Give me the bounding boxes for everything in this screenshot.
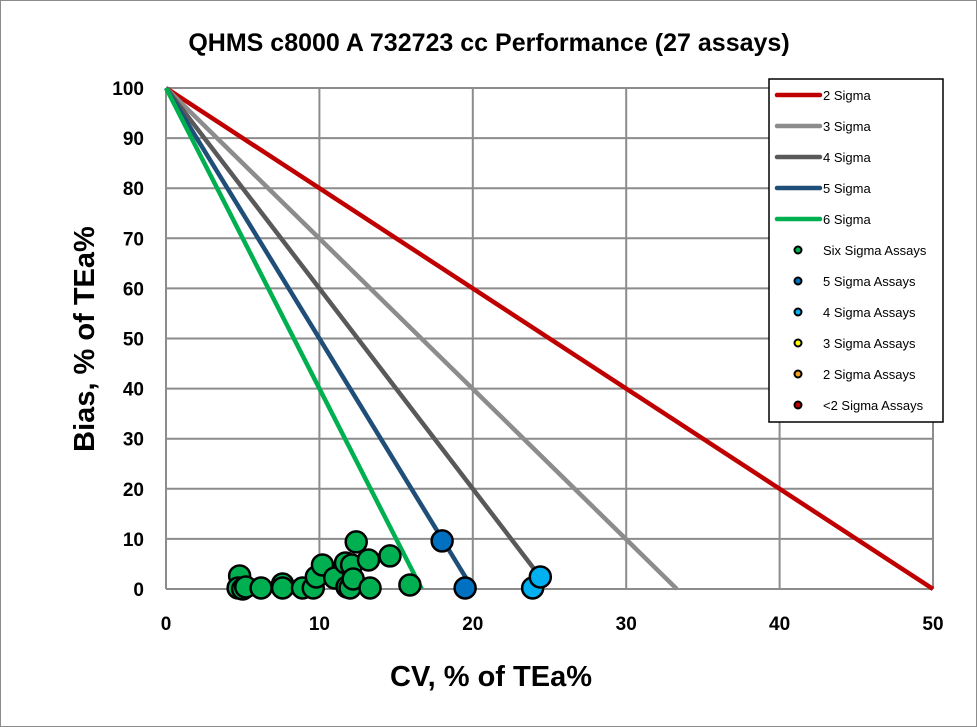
y-tick-label: 50	[123, 330, 144, 351]
legend-label: 3 Sigma Assays	[823, 336, 916, 351]
data-point	[344, 530, 368, 554]
x-tick-label: 20	[462, 614, 483, 635]
sigma-line-5	[164, 86, 475, 591]
data-point	[358, 576, 382, 600]
legend-label: <2 Sigma Assays	[823, 398, 924, 413]
y-tick-label: 40	[123, 380, 144, 401]
y-tick-label: 10	[123, 530, 144, 551]
legend-label: 5 Sigma	[823, 181, 871, 196]
legend-label: 6 Sigma	[823, 212, 871, 227]
y-axis-label: Bias, % of TEa%	[69, 226, 101, 452]
sigma-line-2	[164, 86, 935, 591]
legend-marker	[793, 307, 803, 317]
y-tick-label: 20	[123, 480, 144, 501]
sigma-line-3	[164, 86, 679, 591]
x-tick-label: 50	[922, 614, 943, 635]
legend-label: 5 Sigma Assays	[823, 274, 916, 289]
data-point	[430, 529, 454, 553]
legend-label: Six Sigma Assays	[823, 243, 927, 258]
y-tick-label: 30	[123, 430, 144, 451]
legend-marker	[793, 338, 803, 348]
data-point	[453, 576, 477, 600]
chart-title: QHMS c8000 A 732723 cc Performance (27 a…	[188, 29, 789, 57]
legend-label: 3 Sigma	[823, 119, 871, 134]
legend-label: 4 Sigma Assays	[823, 305, 916, 320]
x-tick-label: 30	[616, 614, 637, 635]
y-tick-label: 70	[123, 229, 144, 250]
x-tick-label: 40	[769, 614, 790, 635]
x-tick-label: 0	[161, 614, 172, 635]
legend-label: 4 Sigma	[823, 150, 871, 165]
y-tick-label: 90	[123, 129, 144, 150]
legend-label: 2 Sigma Assays	[823, 367, 916, 382]
legend-label: 2 Sigma	[823, 88, 871, 103]
sigma-line-6	[163, 86, 424, 591]
y-tick-label: 80	[123, 179, 144, 200]
data-point	[249, 576, 273, 600]
y-tick-label: 60	[123, 279, 144, 300]
x-tick-label: 10	[309, 614, 330, 635]
sigma-line-4	[164, 86, 544, 581]
data-point	[378, 544, 402, 568]
y-tick-label: 100	[112, 79, 144, 100]
data-point	[528, 565, 553, 589]
data-point	[356, 548, 381, 572]
y-tick-label: 0	[133, 580, 144, 601]
legend-marker	[793, 276, 803, 286]
legend-marker	[793, 369, 803, 379]
x-axis-label: CV, % of TEa%	[390, 661, 592, 693]
data-point	[398, 573, 422, 597]
legend-marker	[793, 245, 803, 255]
data-point	[270, 576, 295, 600]
legend: 2 Sigma 3 Sigma 4 Sigma 5 Sigma 6 Sigma Six S…	[768, 78, 944, 423]
legend-marker	[793, 400, 803, 410]
